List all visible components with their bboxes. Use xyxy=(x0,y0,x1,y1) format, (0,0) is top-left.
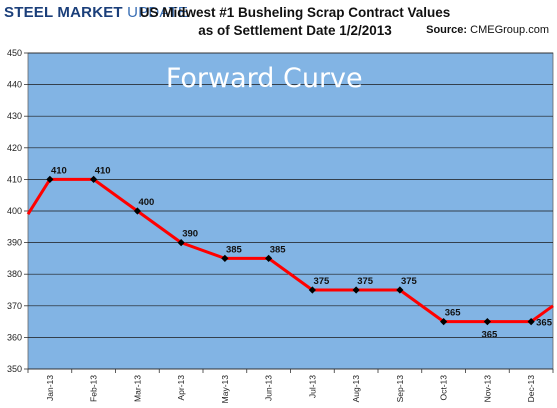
data-label: 375 xyxy=(313,276,330,287)
x-tick-label: Jan-13 xyxy=(45,375,55,401)
y-tick-label: 430 xyxy=(7,111,22,121)
x-axis: Jan-13 Feb-13 Mar-13 Apr-13 May-13 Jun-13 Jul-… xyxy=(27,369,554,404)
source-label: Source: xyxy=(426,24,468,36)
data-label: 375 xyxy=(357,276,374,287)
y-tick-label: 380 xyxy=(7,269,22,279)
x-tick-label: May-13 xyxy=(220,375,230,404)
logo-light-text: UPDATE xyxy=(122,4,189,21)
x-tick-label: Mar-13 xyxy=(132,375,142,402)
y-tick-label: 390 xyxy=(7,238,22,248)
y-tick-label: 450 xyxy=(7,48,22,58)
y-tick-label: 440 xyxy=(7,80,22,90)
steel-market-update-logo: STEEL MARKET UPDATE xyxy=(4,4,188,21)
data-label: 400 xyxy=(138,197,154,208)
y-tick-label: 350 xyxy=(7,364,22,374)
x-tick-label: Nov-13 xyxy=(482,375,492,403)
y-tick-label: 410 xyxy=(7,174,22,184)
data-label: 410 xyxy=(51,165,67,176)
data-point xyxy=(133,207,141,215)
data-point xyxy=(46,175,54,183)
x-tick-label: Aug-13 xyxy=(351,375,361,403)
x-tick-label: Sep-13 xyxy=(395,375,405,403)
source-value: CMEGroup.com xyxy=(470,24,549,36)
data-point xyxy=(221,254,229,262)
chart-title-line1: US Midwest #1 Busheling Scrap Contract V… xyxy=(139,5,451,20)
series-line xyxy=(26,177,554,324)
x-tick-label: Feb-13 xyxy=(89,375,99,402)
source-note: Source: CMEGroup.com xyxy=(426,24,549,36)
data-point xyxy=(527,318,535,326)
x-tick-label: Apr-13 xyxy=(176,375,186,401)
x-tick-label: Jun-13 xyxy=(264,375,274,401)
data-point xyxy=(440,318,448,326)
data-point xyxy=(308,286,316,294)
data-point xyxy=(265,254,273,262)
data-labels: 410 410 400 390 385 385 375 375 375 365 365 365 xyxy=(51,165,553,340)
x-tick-label: Dec-13 xyxy=(526,375,536,403)
y-tick-label: 370 xyxy=(7,301,22,311)
data-label: 410 xyxy=(95,165,111,176)
data-label: 365 xyxy=(536,318,553,329)
forward-curve-banner: Forward Curve xyxy=(166,63,363,94)
data-label: 365 xyxy=(481,330,498,341)
data-point xyxy=(396,286,404,294)
data-label: 375 xyxy=(401,276,418,287)
y-tick-label: 400 xyxy=(7,206,22,216)
chart-title: US Midwest #1 Busheling Scrap Contract V… xyxy=(130,4,460,40)
logo-bold-text: STEEL MARKET xyxy=(4,4,123,21)
data-point xyxy=(483,318,491,326)
chart-title-line2: as of Settlement Date 1/2/2013 xyxy=(198,23,392,38)
x-tick-label: Jul-13 xyxy=(307,375,317,398)
x-tick-label: Oct-13 xyxy=(439,375,449,401)
data-point xyxy=(177,239,185,247)
data-label: 365 xyxy=(445,308,462,319)
data-point xyxy=(90,175,98,183)
data-label: 385 xyxy=(270,244,287,255)
y-tick-label: 360 xyxy=(7,332,22,342)
data-markers xyxy=(46,175,535,326)
data-point xyxy=(352,286,360,294)
data-label: 390 xyxy=(182,229,198,240)
gridlines xyxy=(28,52,553,370)
series-polyline xyxy=(26,177,554,324)
y-tick-label: 420 xyxy=(7,143,22,153)
data-label: 385 xyxy=(226,244,243,255)
y-axis: 350 360 370 380 390 400 410 420 430 440 450 xyxy=(7,48,28,374)
